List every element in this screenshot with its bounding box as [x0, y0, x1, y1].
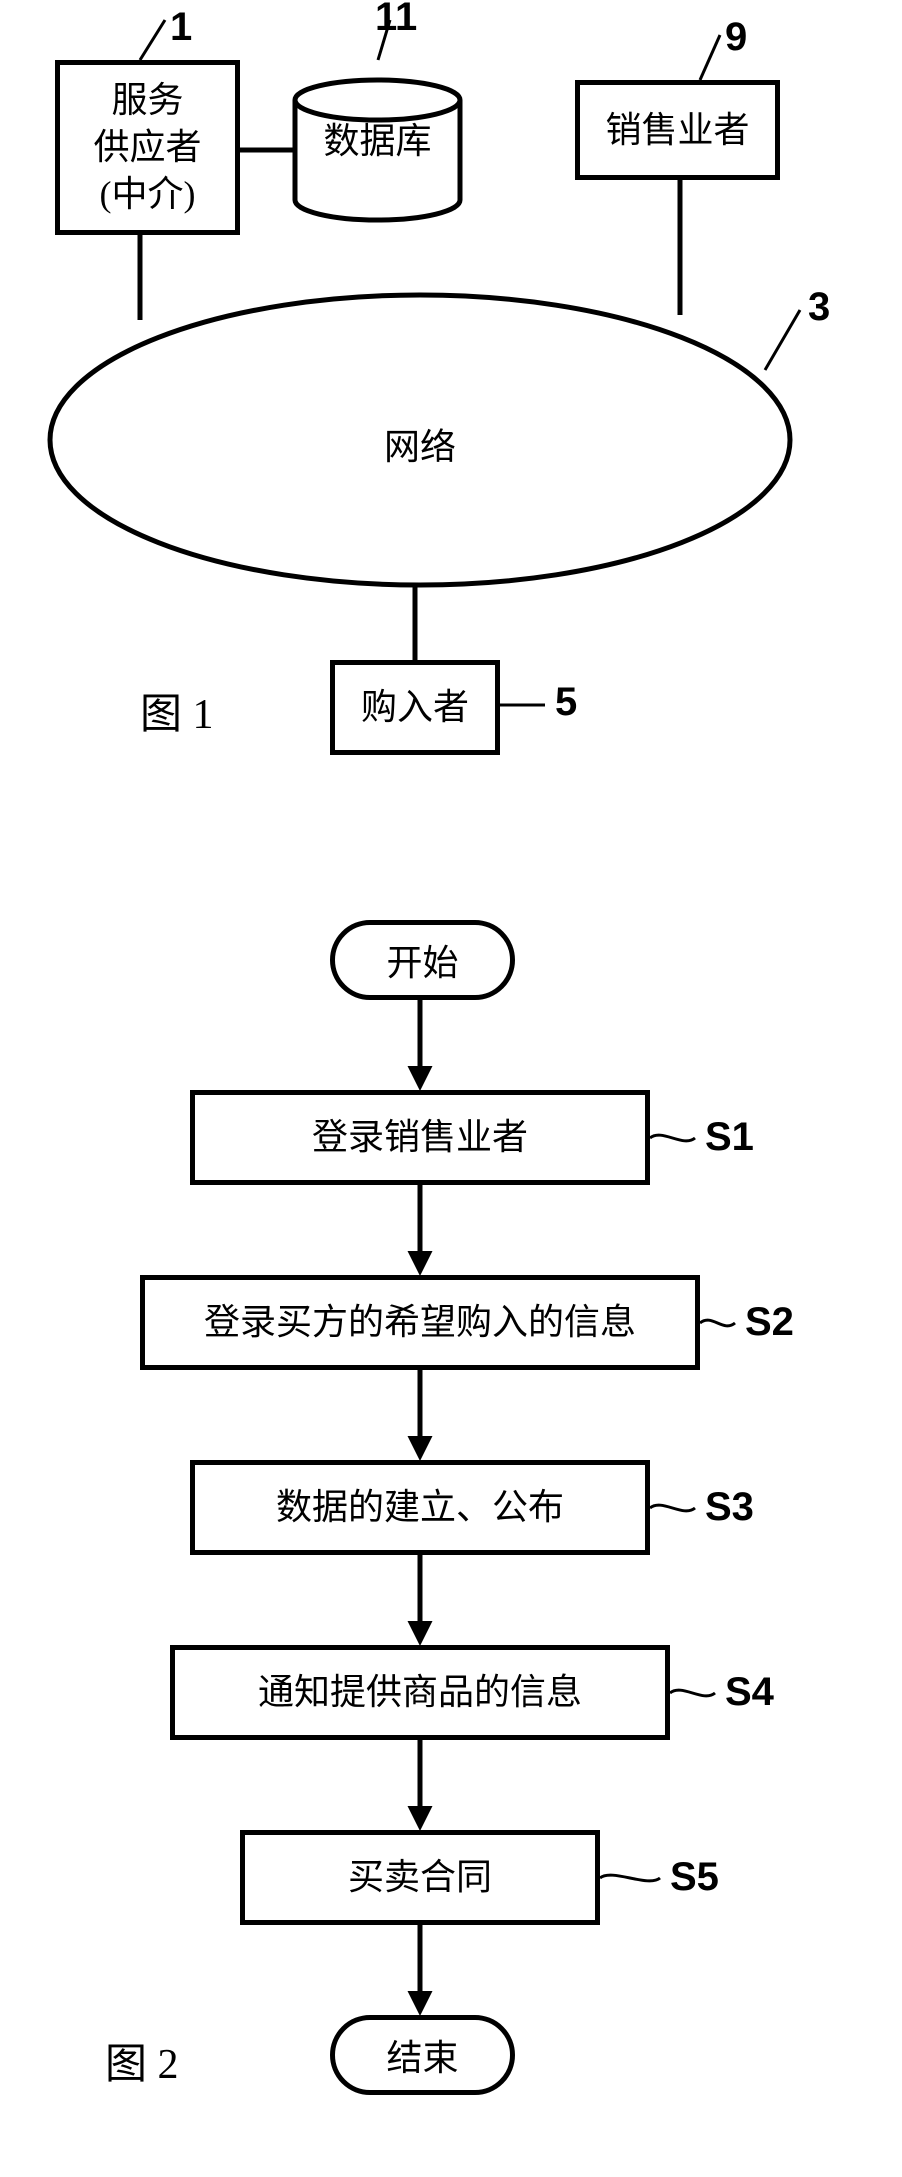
terminator-end: 结束 [330, 2015, 515, 2095]
leader-line [765, 310, 800, 370]
step-leader [650, 1505, 695, 1511]
node-buyer: 购入者 [330, 660, 500, 755]
node-network-label: 网络 [360, 418, 480, 470]
step-label-S4: S4 [725, 1670, 774, 1715]
step-leader [600, 1875, 660, 1881]
step-label-S2: S2 [745, 1300, 794, 1345]
ref-num-11: 11 [375, 0, 417, 40]
terminator-start: 开始 [330, 920, 515, 1000]
step-label-S5: S5 [670, 1855, 719, 1900]
step-leader [670, 1690, 715, 1696]
step-S1: 登录销售业者 [190, 1090, 650, 1185]
node-database-label: 数据库 [295, 112, 460, 164]
ref-num-3: 3 [808, 285, 830, 330]
leader-line [140, 20, 165, 60]
step-S5: 买卖合同 [240, 1830, 600, 1925]
leader-line [700, 35, 720, 80]
step-S3: 数据的建立、公布 [190, 1460, 650, 1555]
ref-num-1: 1 [170, 5, 192, 50]
step-label-S3: S3 [705, 1485, 754, 1530]
step-leader [650, 1135, 695, 1141]
step-S2: 登录买方的希望购入的信息 [140, 1275, 700, 1370]
node-seller: 销售业者 [575, 80, 780, 180]
step-leader [700, 1320, 735, 1326]
ref-num-9: 9 [725, 15, 747, 60]
step-S4: 通知提供商品的信息 [170, 1645, 670, 1740]
node-provider: 服务 供应者 (中介) [55, 60, 240, 235]
figure-1-label: 图 1 [140, 680, 214, 741]
ref-num-5: 5 [555, 680, 577, 725]
step-label-S1: S1 [705, 1115, 754, 1160]
figure-2-label: 图 2 [105, 2030, 179, 2091]
